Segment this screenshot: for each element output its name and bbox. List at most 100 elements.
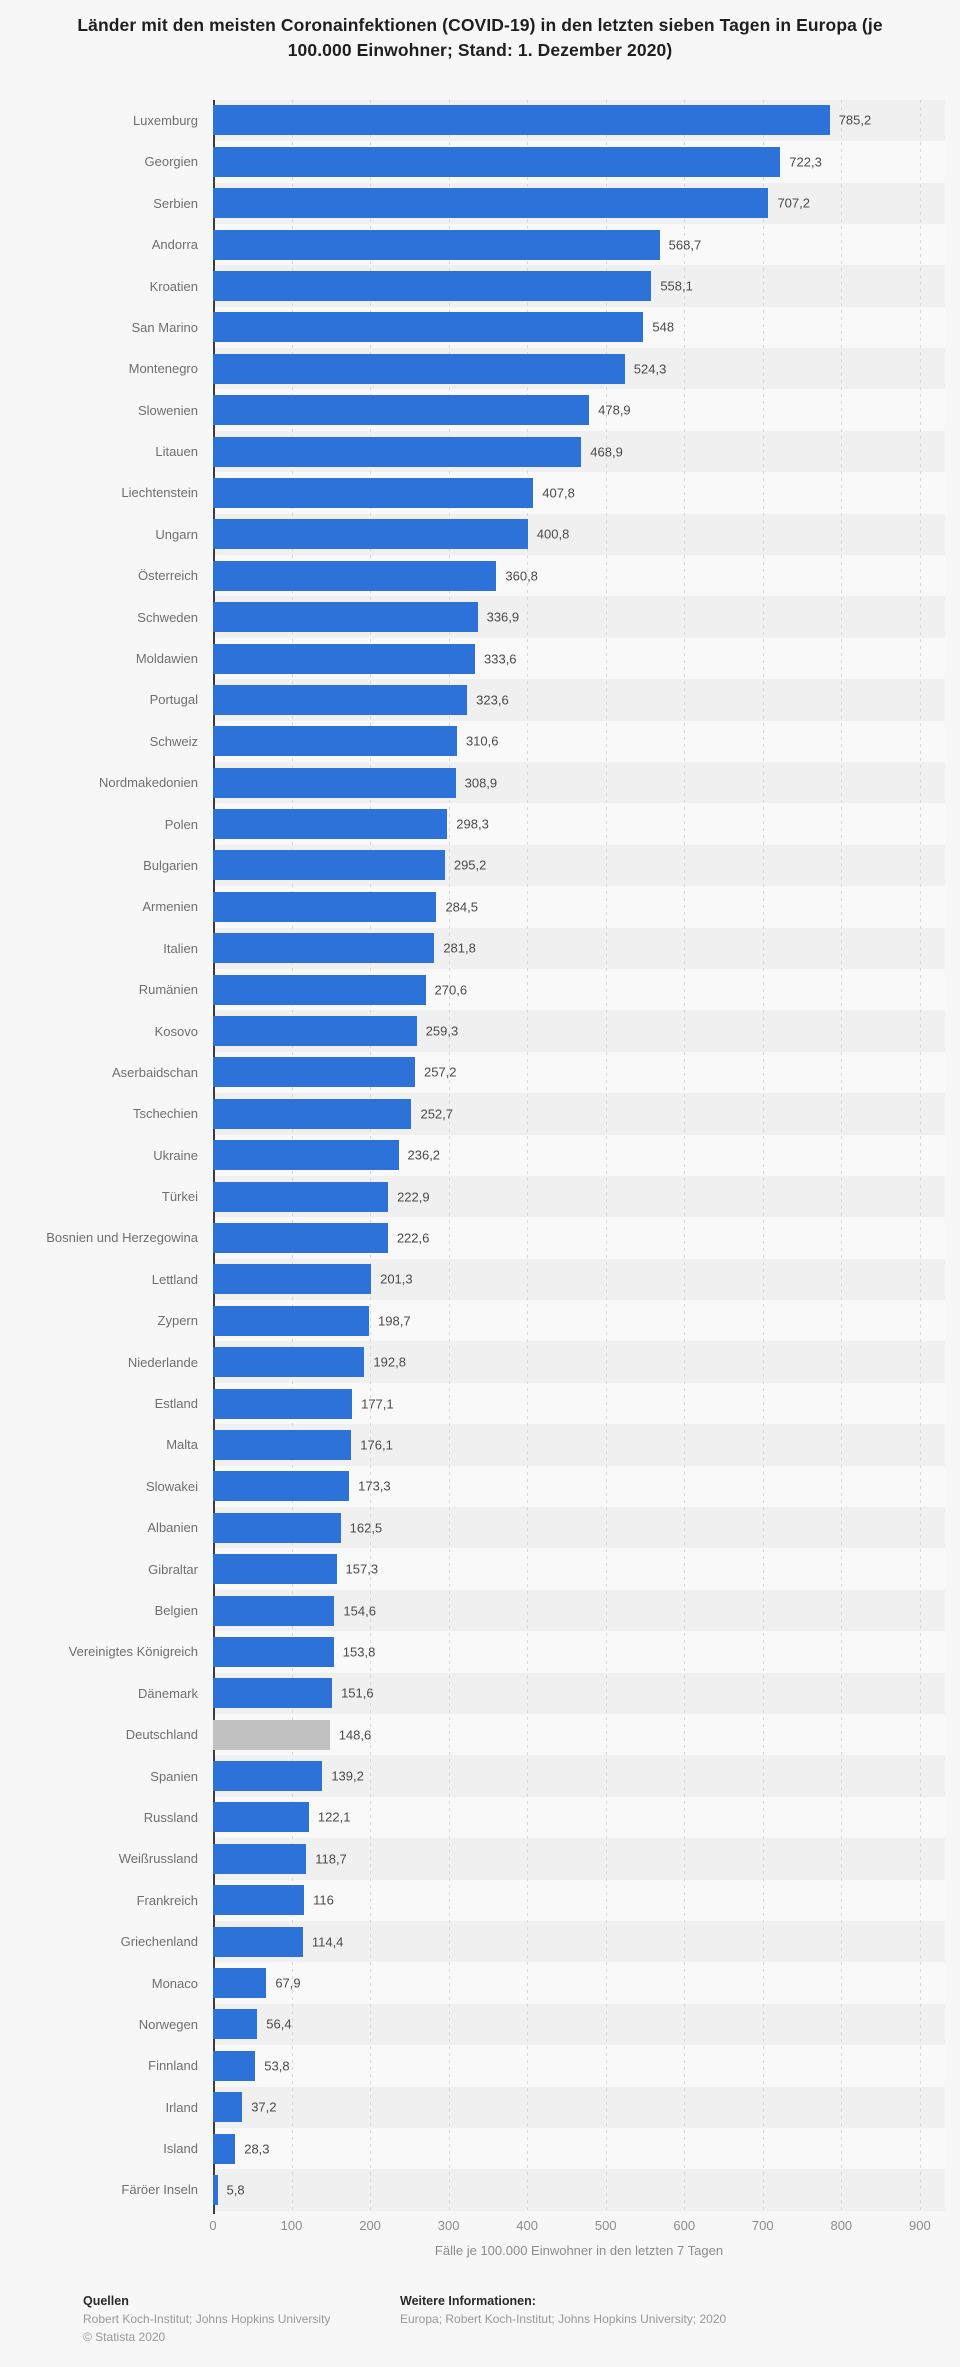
sources-block: Quellen Robert Koch-Institut; Johns Hopk… (83, 2292, 400, 2346)
chart-row: Deutschland 148,6 (0, 1713, 960, 1756)
bar (213, 1678, 333, 1709)
bar-track: 157,3 (213, 1548, 945, 1589)
bar-track: 281,8 (213, 928, 945, 969)
value-label: 310,6 (465, 733, 499, 749)
country-label: Zypern (157, 1313, 198, 1329)
bar (213, 436, 582, 467)
bar-track: 67,9 (213, 1962, 945, 2003)
plot-area: Luxemburg 785,2 Georgien 722,3 Serbien 707,2 A… (0, 99, 960, 2214)
bar (213, 1057, 415, 1088)
info-heading: Weitere Informationen: (400, 2293, 536, 2308)
bar-track: 270,6 (213, 969, 945, 1010)
country-label: Moldawien (135, 651, 198, 667)
country-label: Nordmakedonien (98, 775, 198, 791)
country-label: Weißrussland (118, 1851, 198, 1867)
value-label: 162,5 (349, 1520, 383, 1536)
bar-track: 222,6 (213, 1217, 945, 1258)
bar-track: 173,3 (213, 1466, 945, 1507)
bar-track: 722,3 (213, 141, 945, 182)
bar-track: 118,7 (213, 1838, 945, 1879)
chart-row: Slowakei 173,3 (0, 1465, 960, 1508)
country-label: Deutschland (125, 1727, 198, 1743)
x-tick-label: 700 (751, 2217, 774, 2233)
country-label: Lettland (151, 1271, 198, 1287)
value-label: 707,2 (777, 195, 810, 211)
bar (213, 1098, 412, 1129)
value-label: 400,8 (536, 526, 570, 542)
value-label: 333,6 (484, 651, 517, 667)
chart-row: Kosovo 259,3 (0, 1010, 960, 1052)
bar (213, 1926, 303, 1957)
bar (213, 1016, 417, 1047)
bar (213, 1636, 334, 1667)
chart-row: Aserbaidschan 257,2 (0, 1051, 960, 1094)
country-label: Litauen (155, 444, 198, 460)
bar (213, 2050, 256, 2081)
bar (213, 395, 590, 426)
value-label: 284,5 (445, 899, 478, 915)
sources-heading: Quellen (83, 2293, 129, 2308)
value-label: 252,7 (420, 1106, 454, 1122)
country-label: Estland (154, 1396, 198, 1412)
value-label: 198,7 (378, 1313, 411, 1329)
chart-row: Island 28,3 (0, 2127, 960, 2170)
chart-row: Serbien 707,2 (0, 182, 960, 224)
bar-highlighted (213, 1719, 330, 1750)
bar (213, 1554, 337, 1585)
chart-row: Armenien 284,5 (0, 886, 960, 928)
bar-track: 548 (213, 307, 945, 348)
x-tick-label: 0 (209, 2217, 217, 2233)
country-label: Bulgarien (143, 857, 198, 873)
bar-track: 56,4 (213, 2004, 945, 2045)
value-label: 192,8 (373, 1354, 406, 1370)
chart-row: Norwegen 56,4 (0, 2003, 960, 2046)
value-label: 37,2 (251, 2099, 277, 2115)
value-label: 478,9 (598, 402, 631, 418)
bar-track: 257,2 (213, 1052, 945, 1093)
copyright-text: © Statista 2020 (83, 2329, 166, 2344)
bar-track: 360,8 (213, 555, 945, 596)
value-label: 153,8 (342, 1644, 376, 1660)
bar-track: 568,7 (213, 224, 945, 265)
x-axis: 0 100 200 300 400 500 600 700 800 900 (209, 2216, 945, 2233)
bar-track: 478,9 (213, 389, 945, 430)
value-label: 722,3 (789, 154, 822, 170)
value-label: 176,1 (360, 1437, 393, 1453)
bar-track: 295,2 (213, 845, 945, 886)
value-label: 56,4 (266, 2016, 292, 2032)
value-label: 139,2 (331, 1768, 364, 1784)
bar-track: 524,3 (213, 348, 945, 389)
country-label: Norwegen (138, 2016, 198, 2032)
country-label: Schweden (137, 609, 198, 625)
country-label: Serbien (153, 195, 198, 211)
value-label: 154,6 (343, 1603, 376, 1618)
bar (213, 146, 781, 177)
value-label: 236,2 (407, 1147, 441, 1163)
bar (213, 2174, 218, 2205)
chart-row: Georgien 722,3 (0, 141, 960, 183)
country-label: Andorra (151, 237, 198, 253)
bar (213, 560, 497, 591)
chart-row: Belgien 154,6 (0, 1589, 960, 1632)
bar-chart: Luxemburg 785,2 Georgien 722,3 Serbien 707,2 A… (0, 99, 960, 2258)
chart-row: Spanien 139,2 (0, 1755, 960, 1797)
country-label: Dänemark (138, 1685, 198, 1701)
country-label: Armenien (142, 899, 198, 915)
country-label: Niederlande (127, 1354, 198, 1370)
value-label: 157,3 (345, 1561, 379, 1577)
bar-track: 139,2 (213, 1755, 945, 1796)
country-label: Ukraine (153, 1147, 198, 1163)
chart-row: Bosnien und Herzegowina 222,6 (0, 1217, 960, 1259)
value-label: 53,8 (264, 2058, 290, 2074)
country-label: Griechenland (120, 1934, 198, 1950)
country-label: Italien (163, 940, 198, 956)
bar-track: 252,7 (213, 1093, 945, 1134)
info-text: Europa; Robert Koch-Institut; Johns Hopk… (400, 2311, 727, 2326)
chart-row: Dänemark 151,6 (0, 1672, 960, 1714)
bar-track: 114,4 (213, 1921, 945, 1962)
value-label: 308,9 (464, 775, 498, 791)
chart-row: Griechenland 114,4 (0, 1920, 960, 1963)
bar (213, 1429, 352, 1460)
bar (213, 643, 475, 674)
chart-row: Kroatien 558,1 (0, 265, 960, 307)
